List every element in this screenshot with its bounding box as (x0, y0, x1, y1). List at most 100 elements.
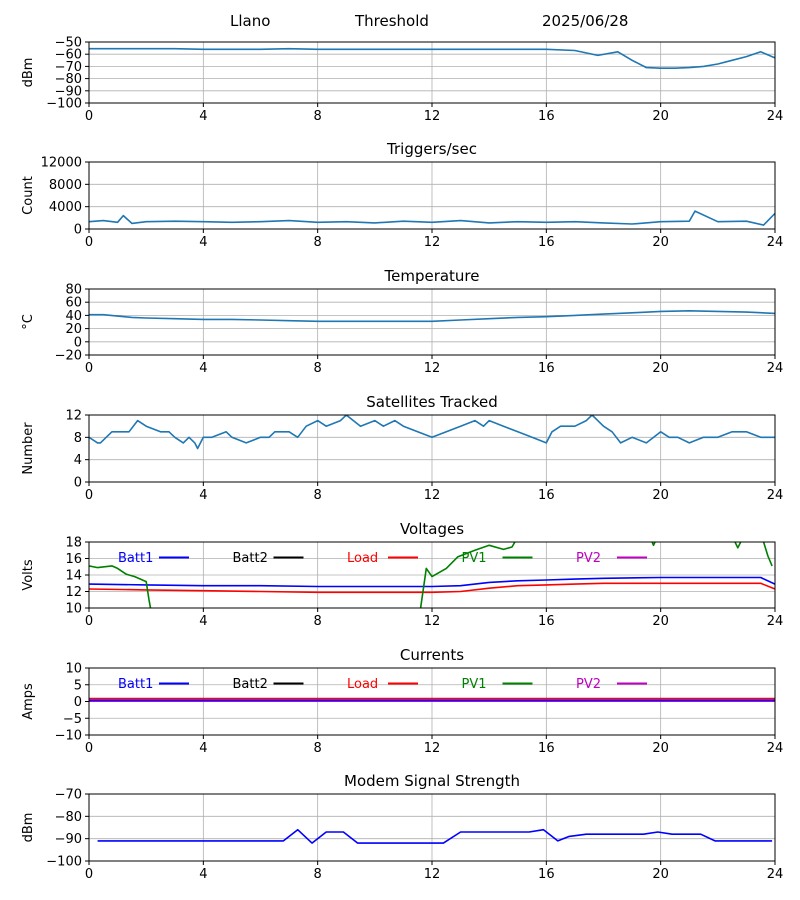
y-tick-label: 12000 (41, 156, 82, 171)
x-tick-label: 4 (199, 361, 207, 376)
y-tick-label: −100 (46, 855, 82, 870)
series-line-data (89, 210, 775, 226)
y-tick-label: −80 (55, 810, 82, 825)
x-tick-label: 0 (85, 488, 93, 503)
legend-label-load: Load (347, 677, 378, 692)
y-axis-label: Count (21, 176, 36, 215)
x-tick-label: 12 (424, 235, 441, 250)
x-tick-label: 12 (424, 741, 441, 756)
y-tick-label: 0 (74, 335, 82, 350)
y-axis-label: °C (21, 314, 36, 330)
series-line-data (97, 828, 773, 844)
legend-label-pv2: PV2 (576, 551, 601, 566)
y-tick-label: 18 (65, 536, 82, 551)
y-tick-label: 4000 (49, 200, 82, 215)
y-tick-label: 5 (74, 678, 82, 693)
panel-title: Temperature (383, 267, 479, 285)
x-tick-label: 4 (199, 488, 207, 503)
x-tick-label: 0 (85, 614, 93, 629)
y-tick-label: 4 (74, 453, 82, 468)
y-tick-label: 12 (65, 585, 82, 600)
x-tick-label: 24 (767, 867, 784, 882)
x-tick-label: 8 (314, 109, 322, 124)
y-tick-label: −60 (55, 48, 82, 63)
y-tick-label: 0 (74, 476, 82, 491)
x-tick-label: 12 (424, 867, 441, 882)
x-tick-label: 12 (424, 488, 441, 503)
legend-label-batt1: Batt1 (118, 551, 153, 566)
series-line-pv1 (734, 542, 742, 549)
x-tick-label: 4 (199, 741, 207, 756)
x-tick-label: 24 (767, 361, 784, 376)
header-date: 2025/06/28 (542, 12, 629, 30)
x-tick-label: 8 (314, 235, 322, 250)
legend-label-pv1: PV1 (462, 551, 487, 566)
y-tick-label: −5 (63, 712, 82, 727)
x-tick-label: 0 (85, 867, 93, 882)
y-tick-label: 60 (65, 296, 82, 311)
x-tick-label: 24 (767, 614, 784, 629)
panel-title: Currents (400, 646, 464, 664)
legend-label-batt2: Batt2 (233, 551, 268, 566)
y-tick-label: −90 (55, 84, 82, 99)
x-tick-label: 4 (199, 614, 207, 629)
x-tick-label: 12 (424, 361, 441, 376)
x-tick-label: 8 (314, 614, 322, 629)
x-tick-label: 24 (767, 741, 784, 756)
header-site: Llano (230, 12, 271, 30)
legend-label-batt1: Batt1 (118, 677, 153, 692)
series-line-data (89, 415, 775, 450)
y-tick-label: 8 (74, 431, 82, 446)
x-tick-label: 8 (314, 867, 322, 882)
x-tick-label: 8 (314, 361, 322, 376)
y-tick-label: −90 (55, 832, 82, 847)
y-tick-label: −70 (55, 60, 82, 75)
y-tick-label: 80 (65, 283, 82, 298)
panel-title: Satellites Tracked (366, 393, 497, 411)
series-line-pv1 (89, 565, 152, 608)
x-tick-label: 16 (538, 488, 555, 503)
x-tick-label: 24 (767, 109, 784, 124)
x-tick-label: 8 (314, 741, 322, 756)
x-tick-label: 20 (652, 867, 669, 882)
y-tick-label: 20 (65, 322, 82, 337)
y-tick-label: −80 (55, 72, 82, 87)
series-line-data (89, 47, 775, 69)
x-tick-label: 20 (652, 235, 669, 250)
y-tick-label: −70 (55, 788, 82, 803)
x-tick-label: 16 (538, 867, 555, 882)
series-line-batt1 (89, 576, 775, 588)
x-tick-label: 20 (652, 361, 669, 376)
panel-title: Voltages (400, 520, 464, 538)
x-tick-label: 4 (199, 109, 207, 124)
y-axis-label: Volts (21, 559, 36, 591)
y-tick-label: −20 (55, 349, 82, 364)
x-tick-label: 20 (652, 614, 669, 629)
y-tick-label: 16 (65, 552, 82, 567)
series-line-pv1 (419, 542, 516, 608)
x-tick-label: 16 (538, 741, 555, 756)
x-tick-label: 0 (85, 235, 93, 250)
y-tick-label: 40 (65, 309, 82, 324)
x-tick-label: 4 (199, 867, 207, 882)
x-tick-label: 8 (314, 488, 322, 503)
legend-label-pv2: PV2 (576, 677, 601, 692)
x-tick-label: 12 (424, 109, 441, 124)
header-mode: Threshold (355, 12, 429, 30)
x-tick-label: 0 (85, 109, 93, 124)
y-tick-label: 0 (74, 695, 82, 710)
x-tick-label: 12 (424, 614, 441, 629)
series-line-load (89, 582, 775, 594)
y-tick-label: 14 (65, 569, 82, 584)
x-tick-label: 0 (85, 361, 93, 376)
y-axis-label: Number (21, 422, 36, 475)
y-tick-label: 10 (65, 602, 82, 617)
x-tick-label: 20 (652, 741, 669, 756)
series-line-pv1 (651, 542, 656, 547)
panel-title: Triggers/sec (386, 140, 477, 158)
legend-label-batt2: Batt2 (233, 677, 268, 692)
y-tick-label: −50 (55, 36, 82, 51)
series-line-pv1 (762, 542, 773, 567)
x-tick-label: 24 (767, 235, 784, 250)
